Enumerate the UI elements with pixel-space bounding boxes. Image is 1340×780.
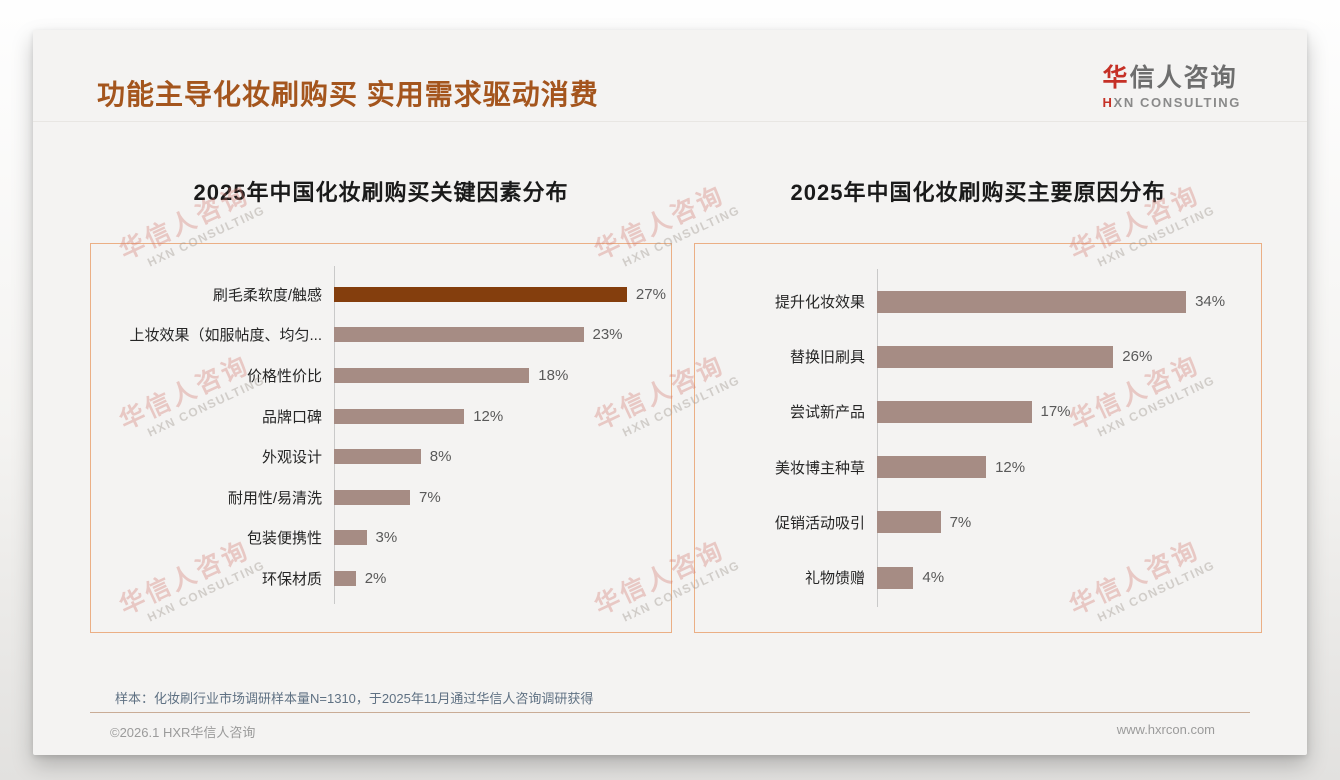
logo-chinese-text: 华信人咨询 xyxy=(1103,58,1241,94)
bar-row: 礼物馈赠 4% xyxy=(695,550,1261,605)
bar xyxy=(877,511,941,534)
bar-category-label: 品牌口碑 xyxy=(261,408,322,426)
bar-category-label: 外观设计 xyxy=(261,449,322,467)
bar-category-label: 环保材质 xyxy=(261,570,322,588)
bar-value-label: 4% xyxy=(922,569,945,587)
bar-row: 提升化妆效果 34% xyxy=(695,274,1261,329)
bar xyxy=(877,456,987,479)
bar xyxy=(877,290,1187,313)
bar-value-label: 2% xyxy=(364,569,387,587)
bar xyxy=(877,400,1032,423)
page-title: 功能主导化妆刷购买 实用需求驱动消费 xyxy=(97,79,599,110)
bar-value-label: 7% xyxy=(419,488,441,506)
bar xyxy=(334,449,421,465)
footer-copyright: ©2026.1 HXR华信人咨询 xyxy=(110,725,256,740)
logo-english-first-char: H xyxy=(1102,95,1114,110)
bar-category-label: 上妆效果（如服帖度、均匀... xyxy=(129,327,322,345)
bar-category-label: 礼物馈赠 xyxy=(804,570,865,588)
right-chart-panel: 提升化妆效果 34% 替换旧刷具 26% 尝试新产品 17% 美妆博主种草 12% 促销活动吸引… xyxy=(694,243,1262,633)
footer-website: www.hxrcon.com xyxy=(1116,722,1215,737)
bar-row: 外观设计 8% xyxy=(91,436,671,477)
right-chart-bars: 提升化妆效果 34% 替换旧刷具 26% 尝试新产品 17% 美妆博主种草 12% 促销活动吸引… xyxy=(695,274,1261,605)
footer-divider xyxy=(90,712,1250,713)
bar-category-label: 替换旧刷具 xyxy=(789,349,865,367)
logo-english-rest: XN CONSULTING xyxy=(1113,95,1241,110)
bar xyxy=(877,566,914,589)
bar-row: 环保材质 2% xyxy=(91,558,671,599)
bar-row: 促销活动吸引 7% xyxy=(695,495,1261,550)
bar xyxy=(334,530,367,546)
bar xyxy=(334,408,465,424)
bar xyxy=(877,345,1114,368)
bar-category-label: 包装便携性 xyxy=(246,530,322,548)
bar-row: 替换旧刷具 26% xyxy=(695,329,1261,384)
bar-category-label: 刷毛柔软度/触感 xyxy=(212,286,322,304)
bar-value-label: 12% xyxy=(473,407,504,425)
bar xyxy=(334,367,530,383)
bar-row: 上妆效果（如服帖度、均匀... 23% xyxy=(91,315,671,356)
left-chart-axis xyxy=(334,266,335,604)
bar-category-label: 耐用性/易清洗 xyxy=(227,489,322,507)
bar-row: 品牌口碑 12% xyxy=(91,396,671,437)
bar-value-label: 17% xyxy=(1040,403,1071,421)
company-logo: 华信人咨询 HXN CONSULTING xyxy=(1103,58,1241,110)
bar-value-label: 23% xyxy=(592,326,623,344)
bar-category-label: 促销活动吸引 xyxy=(774,514,865,532)
bar-row: 价格性价比 18% xyxy=(91,355,671,396)
bar-value-label: 8% xyxy=(429,448,452,466)
left-chart-title: 2025年中国化妆刷购买关键因素分布 xyxy=(193,180,569,205)
bar-value-label: 12% xyxy=(995,458,1026,476)
bar-row: 刷毛柔软度/触感 27% xyxy=(91,274,671,315)
bar-value-label: 26% xyxy=(1122,348,1153,366)
bar-row: 耐用性/易清洗 7% xyxy=(91,477,671,518)
bar xyxy=(334,570,356,586)
bar-value-label: 18% xyxy=(538,366,569,384)
logo-chinese-rest: 信人咨询 xyxy=(1129,64,1238,92)
bar-category-label: 尝试新产品 xyxy=(789,404,865,422)
left-chart-bars: 刷毛柔软度/触感 27% 上妆效果（如服帖度、均匀... 23% 价格性价比 18% 品牌口… xyxy=(91,274,671,599)
right-chart-axis xyxy=(877,269,878,607)
left-chart-panel: 刷毛柔软度/触感 27% 上妆效果（如服帖度、均匀... 23% 价格性价比 18% 品牌口… xyxy=(90,243,672,633)
bar-row: 包装便携性 3% xyxy=(91,518,671,559)
header-divider xyxy=(33,121,1307,122)
bar-category-label: 提升化妆效果 xyxy=(774,294,865,312)
bar-value-label: 34% xyxy=(1195,293,1226,311)
right-chart-title: 2025年中国化妆刷购买主要原因分布 xyxy=(790,180,1166,205)
bar-row: 美妆博主种草 12% xyxy=(695,440,1261,495)
slide-card: 功能主导化妆刷购买 实用需求驱动消费 华信人咨询 HXN CONSULTING … xyxy=(33,30,1307,755)
logo-chinese-first-char: 华 xyxy=(1102,64,1130,92)
bar-category-label: 价格性价比 xyxy=(246,367,322,385)
bar-value-label: 3% xyxy=(375,529,398,547)
bar xyxy=(334,489,410,505)
bar-category-label: 美妆博主种草 xyxy=(774,459,865,477)
bar-value-label: 27% xyxy=(635,285,666,303)
bar-row: 尝试新产品 17% xyxy=(695,384,1261,439)
sample-note: 样本：化妆刷行业市场调研样本量N=1310，于2025年11月通过华信人咨询调研… xyxy=(115,691,594,706)
logo-english-text: HXN CONSULTING xyxy=(1103,95,1241,110)
bar xyxy=(334,286,627,302)
bar-value-label: 7% xyxy=(949,513,972,531)
bar xyxy=(334,327,584,343)
